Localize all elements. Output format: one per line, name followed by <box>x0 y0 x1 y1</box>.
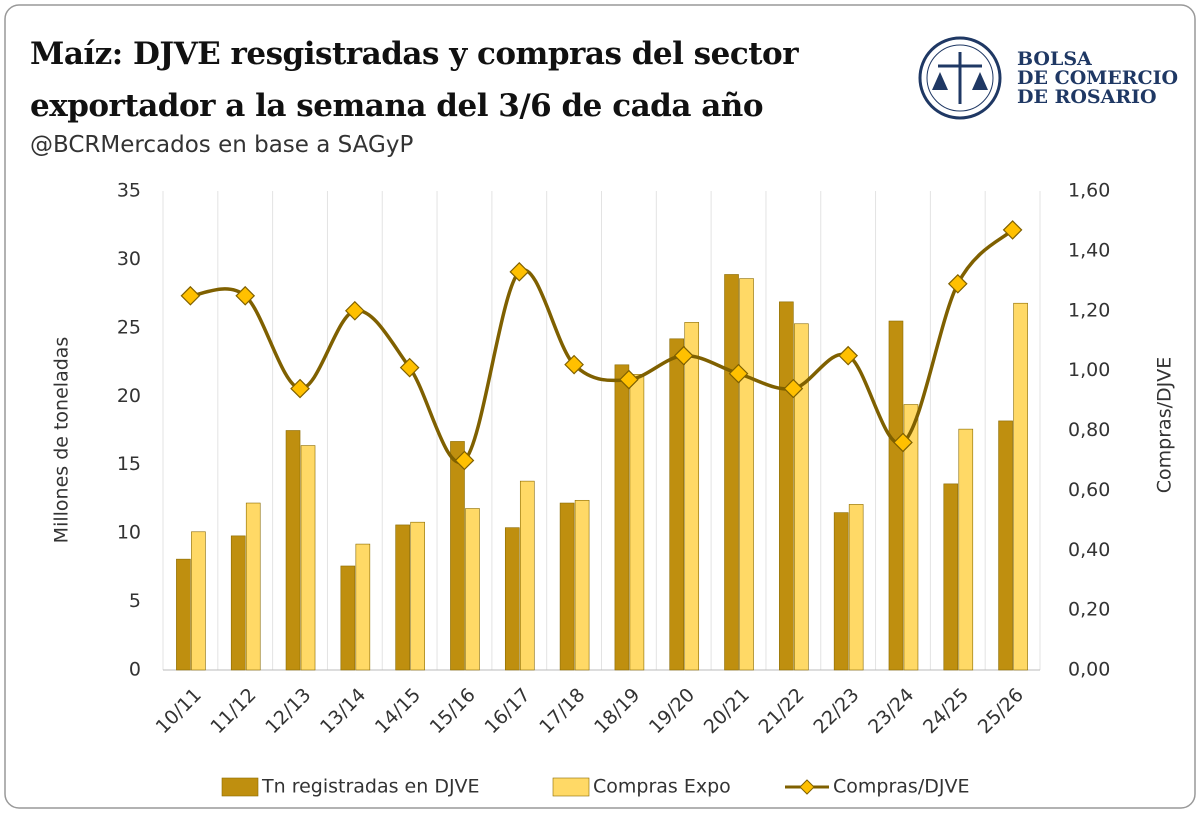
x-tick-label: 17/18 <box>535 684 589 738</box>
bar <box>629 374 645 671</box>
bar <box>450 441 465 671</box>
y2-tick-label: 0,00 <box>1068 659 1110 681</box>
x-tick-label: 12/13 <box>261 684 315 738</box>
bar <box>1013 302 1028 671</box>
line-marker <box>290 378 310 399</box>
x-tick-label: 10/11 <box>152 684 206 738</box>
x-tick-label: 25/26 <box>974 684 1028 738</box>
line-marker <box>564 354 584 375</box>
y2-tick-label: 1,20 <box>1068 299 1110 321</box>
y2-tick-label: 1,40 <box>1068 239 1110 261</box>
x-tick-label: 13/14 <box>316 684 370 738</box>
x-tick-label: 15/16 <box>426 684 480 738</box>
y-tick-label: 35 <box>117 180 141 202</box>
bar <box>724 274 739 671</box>
legend-label: Compras Expo <box>593 776 731 798</box>
x-tick-label: 16/17 <box>480 684 534 738</box>
line-marker <box>893 432 913 453</box>
bar <box>669 338 685 671</box>
x-tick-label: 23/24 <box>864 684 918 738</box>
bar <box>176 558 191 671</box>
bar <box>998 420 1013 671</box>
bar <box>614 364 630 671</box>
line-marker <box>454 450 475 471</box>
bar <box>465 508 480 671</box>
bar <box>943 483 959 671</box>
bar <box>794 323 809 671</box>
y2-tick-label: 0,40 <box>1068 539 1110 561</box>
x-tick-label: 11/12 <box>206 684 260 738</box>
bar <box>230 535 246 671</box>
logo-text: BOLSA <box>1017 48 1092 70</box>
bar <box>958 428 974 671</box>
bar <box>519 480 535 671</box>
line-marker <box>235 285 256 306</box>
x-tick-label: 14/15 <box>371 684 425 738</box>
bar <box>191 531 206 671</box>
y-tick-label: 0 <box>129 659 141 681</box>
line-marker <box>619 369 639 390</box>
line-marker <box>509 261 530 282</box>
y2-tick-label: 0,60 <box>1068 479 1110 501</box>
frame <box>4 4 1196 809</box>
logo-text: DE ROSARIO <box>1017 86 1157 108</box>
y2-axis-label: Compras/DJVE <box>1154 357 1176 493</box>
bar <box>245 502 261 671</box>
legend-swatch <box>799 779 815 795</box>
x-tick-label: 19/20 <box>645 684 699 738</box>
line-marker <box>180 285 201 306</box>
bar <box>684 322 700 671</box>
line-marker <box>728 363 749 384</box>
legend-label: Tn registradas en DJVE <box>261 776 480 798</box>
bar <box>300 445 316 671</box>
line-marker <box>838 345 859 366</box>
x-tick-label: 24/25 <box>919 684 973 738</box>
bar <box>285 430 301 671</box>
legend-swatch <box>552 777 590 797</box>
x-tick-label: 20/21 <box>700 684 754 738</box>
y-tick-label: 20 <box>117 385 141 407</box>
line-marker <box>1002 220 1023 240</box>
y-axis-label: Millones de toneladas <box>51 337 73 544</box>
logo-text: DE COMERCIO <box>1017 67 1178 89</box>
chart-title: Maíz: DJVE resgistradas y compras del se… <box>30 36 799 124</box>
y-tick-label: 30 <box>117 248 141 270</box>
y2-tick-label: 0,20 <box>1068 599 1110 621</box>
bar <box>833 512 849 671</box>
bar <box>410 521 425 671</box>
chart-subtitle: @BCRMercados en base a SAGyP <box>30 132 414 158</box>
logo: BOLSA DE COMERCIO DE ROSARIO <box>918 36 1178 120</box>
y2-tick-label: 0,80 <box>1068 419 1110 441</box>
bar <box>888 320 904 671</box>
y-tick-label: 25 <box>117 316 141 338</box>
y-tick-label: 10 <box>117 522 141 544</box>
x-tick-label: 22/23 <box>809 684 863 738</box>
legend-label: Compras/DJVE <box>833 776 969 798</box>
bar <box>395 524 410 671</box>
y2-tick-label: 1,60 <box>1068 180 1110 202</box>
y-tick-label: 15 <box>117 453 141 475</box>
line-marker <box>673 345 694 366</box>
x-tick-label: 21/22 <box>754 684 808 738</box>
line-marker <box>399 357 420 378</box>
bar <box>355 543 371 671</box>
bar <box>559 502 575 671</box>
x-tick-label: 18/19 <box>590 684 644 738</box>
bar <box>848 504 864 671</box>
y2-tick-label: 1,00 <box>1068 359 1110 381</box>
line-marker <box>344 300 365 321</box>
bar <box>504 527 520 671</box>
line-marker <box>947 273 968 294</box>
bar <box>903 404 919 671</box>
line-marker <box>783 378 804 399</box>
legend-swatch <box>221 777 259 797</box>
bar <box>739 278 754 671</box>
y-tick-label: 5 <box>129 590 141 612</box>
bar <box>779 301 794 671</box>
bar <box>574 499 590 671</box>
bar <box>340 565 356 671</box>
